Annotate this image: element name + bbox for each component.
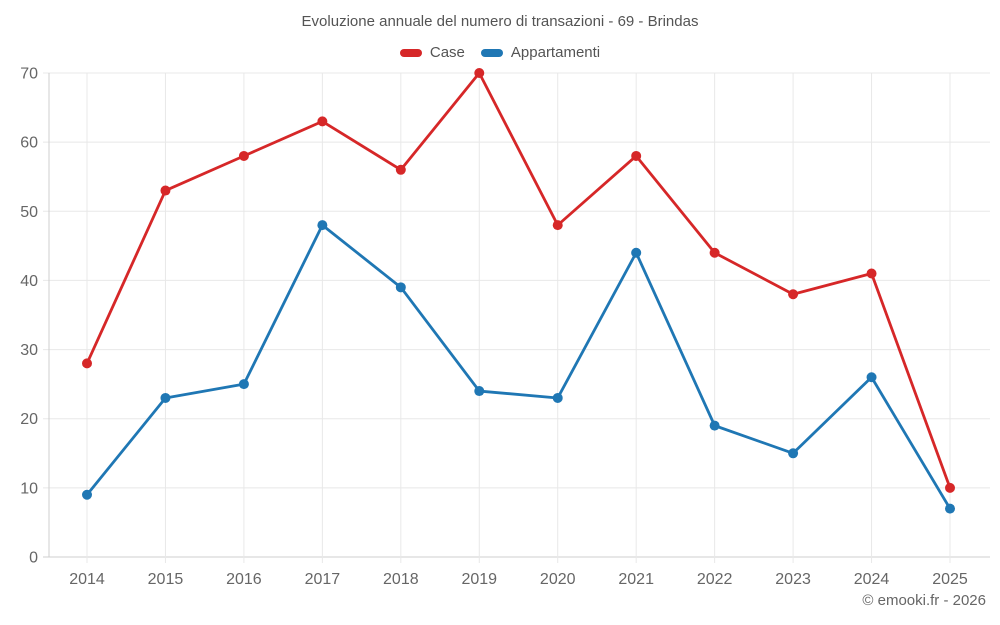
point-appartamenti-2022 [709,420,720,431]
point-case-2019 [474,68,485,78]
point-case-2023 [788,289,799,300]
point-case-2015 [160,185,171,196]
legend-label-case: Case [429,44,465,61]
x-axis-tick-label: 2023 [775,571,811,588]
x-axis-tick-label: 2020 [540,571,576,588]
x-axis-tick-label: 2025 [932,571,968,588]
y-axis-tick-label: 50 [20,204,38,221]
legend-item-case: Case [399,44,465,61]
x-axis-tick-label: 2018 [383,571,419,588]
point-appartamenti-2015 [160,392,171,403]
y-axis-tick-label: 0 [29,550,38,567]
legend-swatch-appartamenti-icon [480,48,503,57]
point-appartamenti-2024 [866,372,877,383]
point-appartamenti-2021 [631,247,642,258]
x-axis-tick-label: 2014 [69,571,105,588]
point-appartamenti-2016 [238,379,249,390]
x-axis-tick-label: 2024 [854,571,890,588]
point-appartamenti-2019 [474,386,485,397]
legend: Case Appartamenti [0,44,1000,61]
point-case-2020 [552,220,563,231]
point-appartamenti-2023 [788,448,799,459]
point-appartamenti-2014 [82,489,92,500]
point-case-2024 [866,268,877,279]
point-appartamenti-2020 [552,392,563,403]
series-line-case [85,71,952,490]
point-case-2025 [945,482,955,493]
y-axis-tick-label: 70 [20,66,38,83]
y-axis-tick-label: 10 [20,480,38,497]
copyright-footer: © emooki.fr - 2026 [862,592,986,609]
point-case-2018 [395,164,406,175]
y-axis-tick-label: 20 [20,411,38,428]
point-case-2014 [82,358,92,369]
x-axis-tick-label: 2019 [461,571,497,588]
point-case-2021 [631,150,642,161]
y-axis-tick-label: 30 [20,342,38,359]
point-appartamenti-2025 [945,503,955,514]
series-line-appartamenti [85,223,952,511]
y-axis-tick-label: 60 [20,135,38,152]
x-axis-tick-label: 2022 [697,571,733,588]
legend-label-appartamenti: Appartamenti [510,44,601,61]
x-axis-tick-label: 2016 [226,571,262,588]
point-case-2016 [238,150,249,161]
y-axis-tick-label: 40 [20,273,38,290]
legend-item-appartamenti: Appartamenti [480,44,601,61]
x-axis-tick-label: 2017 [305,571,341,588]
point-case-2022 [709,247,720,258]
legend-swatch-case-icon [399,48,422,57]
x-axis-tick-label: 2015 [148,571,184,588]
chart-title: Evoluzione annuale del numero di transaz… [301,13,699,30]
point-appartamenti-2017 [317,220,328,231]
x-axis-tick-label: 2021 [618,571,654,588]
point-case-2017 [317,116,328,127]
point-appartamenti-2018 [395,282,406,293]
